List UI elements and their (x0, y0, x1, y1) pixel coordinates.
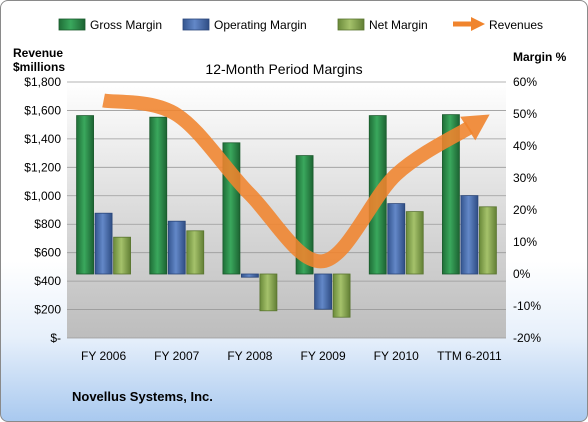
category-label: TTM 6-2011 (437, 349, 502, 363)
right-tick-label: 0% (513, 267, 531, 281)
left-tick-label: $200 (34, 303, 61, 317)
legend: Gross Margin Operating Margin Net Margin… (58, 17, 543, 32)
left-tick-label: $1,000 (24, 189, 61, 203)
revenue-line (102, 93, 474, 269)
bar-operating-margin (167, 220, 186, 275)
legend-swatch-net (337, 18, 365, 31)
right-tick-label: -20% (513, 331, 541, 345)
legend-swatch-operating (182, 18, 210, 31)
bar-gross-margin (442, 114, 460, 275)
left-tick-label: $1,400 (24, 132, 61, 146)
right-tick-label: 40% (513, 139, 537, 153)
bar-gross-margin (149, 116, 168, 275)
bar-net-margin (405, 211, 424, 275)
right-tick-label: 20% (513, 203, 537, 217)
left-tick-label: $- (50, 331, 61, 345)
category-label: FY 2010 (374, 349, 419, 363)
revenue-series (102, 93, 490, 269)
company-name: Novellus Systems, Inc. (72, 389, 213, 404)
legend-item-revenues: Revenues (453, 17, 543, 32)
right-tick-label: 50% (513, 107, 537, 121)
right-tick-label: -10% (513, 299, 541, 313)
left-axis-ticks: $1,800 $1,600 $1,400 $1,200 $1,000 $800 $600 $4… (24, 75, 61, 345)
category-label: FY 2008 (227, 349, 272, 363)
gridlines (67, 81, 506, 339)
left-tick-label: $1,200 (24, 160, 61, 174)
category-label: FY 2009 (301, 349, 346, 363)
left-tick-label: $800 (34, 217, 61, 231)
right-tick-label: 60% (513, 75, 537, 89)
legend-label-gross: Gross Margin (90, 18, 162, 32)
right-tick-label: 10% (513, 235, 537, 249)
chart-title: 12-Month Period Margins (205, 61, 362, 77)
bar-net-margin (186, 230, 205, 275)
legend-item-gross-margin: Gross Margin (58, 18, 162, 32)
legend-item-net-margin: Net Margin (337, 18, 428, 32)
right-axis-ticks: 60% 50% 40% 30% 20% 10% 0% -10% -20% (513, 75, 541, 345)
legend-swatch-gross (58, 18, 86, 31)
bar-net-margin (259, 273, 278, 312)
left-tick-label: $1,800 (24, 75, 61, 89)
plot-area (67, 82, 506, 338)
bar-operating-margin (387, 203, 406, 275)
bar-net-margin (332, 273, 351, 318)
left-tick-label: $600 (34, 246, 61, 260)
bar-operating-margin (94, 212, 113, 275)
revenue-arrowhead (460, 114, 490, 141)
bar-operating-margin (460, 195, 479, 275)
legend-arrow-revenues (471, 17, 485, 31)
right-tick-label: 30% (513, 171, 537, 185)
bar-operating-margin (314, 273, 332, 310)
bar-gross-margin (76, 115, 94, 275)
bar-net-margin (113, 236, 131, 275)
left-axis-title-line2: $millions (13, 60, 65, 74)
category-axis-labels: FY 2006 FY 2007 FY 2008 FY 2009 FY 2010 TTM 6… (81, 349, 502, 363)
legend-label-revenues: Revenues (489, 18, 543, 32)
category-label: FY 2006 (81, 349, 126, 363)
right-axis-title: Margin % (513, 50, 567, 64)
legend-item-operating-margin: Operating Margin (182, 18, 307, 32)
legend-label-operating: Operating Margin (214, 18, 307, 32)
legend-label-net: Net Margin (369, 18, 428, 32)
category-label: FY 2007 (154, 349, 199, 363)
bar-net-margin (479, 206, 497, 275)
left-tick-label: $1,600 (24, 103, 61, 117)
bar-operating-margin (241, 273, 259, 278)
left-tick-label: $400 (34, 274, 61, 288)
left-axis-title-line1: Revenue (13, 46, 63, 60)
